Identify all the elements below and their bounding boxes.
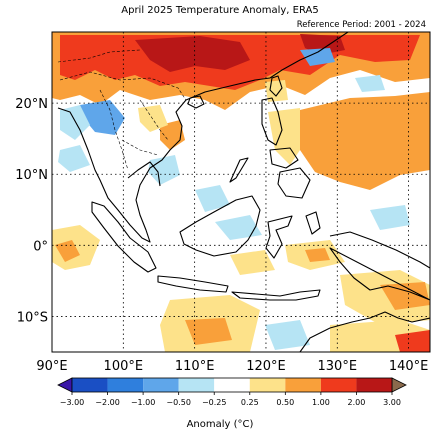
colorbar-tick-label-9: 3.00: [383, 398, 401, 407]
colorbar-swatch-7: [320, 378, 357, 392]
coastline-visayas: [269, 147, 299, 169]
coastline-maluku: [305, 211, 321, 235]
anomaly-region-pacific-cool-2: [355, 75, 385, 92]
map-title: April 2025 Temperature Anomaly, ERA5: [121, 5, 319, 16]
colorbar-tick-label-8: 2.00: [348, 398, 366, 407]
lat-tick-label-0: 20°N: [15, 97, 48, 112]
gridlines: [52, 32, 430, 352]
anomaly-region-indochina-warm: [160, 120, 185, 150]
coastline-java: [157, 275, 229, 293]
colorbar-tick-label-2: −1.00: [131, 398, 156, 407]
anomaly-region-south-cool: [265, 320, 310, 350]
colorbar-tick-label-5: 0.25: [241, 398, 259, 407]
coastline-sumatra: [91, 201, 157, 273]
border-myanmar-thailand: [99, 89, 129, 171]
anomaly-region-south-hot: [185, 318, 232, 345]
colorbar-tick-label-0: −3.00: [60, 398, 85, 407]
lat-tick-label-3: 10°S: [17, 310, 48, 325]
colorbar-extend-high: [391, 377, 407, 393]
longitude-tick-labels: 90°E 100°E 110°E 120°E 130°E 140°E: [36, 359, 428, 374]
lon-tick-label-0: 90°E: [36, 359, 67, 374]
coastline-gulf-of-thailand: [127, 161, 161, 187]
coastline-luzon: [261, 97, 283, 146]
anomaly-region-thailand-cool: [80, 100, 125, 135]
anomaly-region-banda-hot: [305, 248, 330, 262]
map-plot-area: [52, 32, 430, 352]
colorbar-swatch-4: [214, 378, 250, 392]
lon-tick-label-3: 120°E: [246, 359, 286, 374]
colorbar-tick-label-3: −0.50: [166, 398, 191, 407]
anomaly-region-china-peak: [135, 36, 250, 72]
anomaly-region-java-sea-warm: [230, 250, 275, 275]
anomaly-region-andaman-cool: [58, 145, 90, 172]
colorbar-swatch-3: [178, 378, 215, 392]
reference-period-label: Reference Period: 2001 - 2024: [296, 20, 426, 30]
colorbar-tick-label-7: 1.00: [312, 398, 330, 407]
coastline-china-south: [269, 32, 349, 79]
anomaly-region-borneo-cool: [215, 215, 262, 240]
country-borders: [57, 49, 187, 171]
colorbar-tick-label-4: −0.25: [202, 398, 227, 407]
coastline-mindanao: [277, 167, 311, 199]
border-thailand-cambodia: [121, 139, 159, 156]
colorbar-label: Anomaly (°C): [186, 419, 254, 430]
coastline-taiwan: [269, 75, 283, 97]
border-laos-vietnam: [139, 99, 169, 141]
colorbar-tick-label-6: 0.50: [276, 398, 294, 407]
anomaly-region-pacific-cool: [300, 48, 335, 66]
latitude-tick-labels: 20°N 10°N 0° 10°S: [15, 97, 48, 325]
coastline-lesser-sunda: [231, 289, 321, 301]
colorbar-swatch-1: [107, 378, 144, 392]
colorbar-swatch-2: [143, 378, 179, 392]
lon-tick-label-2: 110°E: [175, 359, 215, 374]
anomaly-region-pacific-cool-3: [370, 205, 410, 230]
colorbar-swatch-5: [249, 378, 286, 392]
anomaly-region-gulf-cool: [148, 155, 180, 185]
anomaly-region-indochina-warm-2: [138, 105, 168, 132]
anomaly-region-arafura-hot: [380, 282, 430, 310]
coastline-palawan: [229, 157, 249, 183]
colorbar-swatch-6: [285, 378, 321, 392]
anomaly-fields: [52, 32, 430, 352]
colorbar-swatch-0: [72, 378, 108, 392]
colorbar-frame: [71, 377, 393, 393]
coastline-new-guinea: [329, 231, 430, 301]
anomaly-region-philippine-sea: [300, 92, 430, 190]
lon-tick-label-1: 100°E: [104, 359, 144, 374]
map-frame: [51, 31, 431, 353]
colorbar-tick-label-1: −2.00: [95, 398, 120, 407]
anomaly-region-australia-hot: [395, 330, 430, 352]
colorbar-extend-low: [57, 377, 73, 393]
lon-tick-label-4: 130°E: [318, 359, 358, 374]
border-china-north: [59, 71, 187, 101]
coastline-sulawesi: [265, 215, 293, 259]
anomaly-region-scs-cool: [195, 185, 230, 212]
border-himalaya: [57, 49, 141, 63]
colorbar-swatch-8: [356, 378, 392, 392]
colorbar: −3.00 −2.00 −1.00 −0.50 −0.25 0.25 0.50 1.00 2.0…: [57, 377, 407, 407]
coastline-australia: [299, 311, 430, 352]
lon-tick-label-5: 140°E: [389, 359, 429, 374]
coastlines: [57, 32, 430, 352]
coastline-borneo: [179, 195, 261, 257]
lat-tick-label-2: 0°: [33, 239, 48, 254]
lat-tick-label-1: 10°N: [15, 168, 48, 183]
coastline-mainland: [57, 77, 271, 243]
anomaly-region-myanmar-cool: [60, 105, 90, 140]
